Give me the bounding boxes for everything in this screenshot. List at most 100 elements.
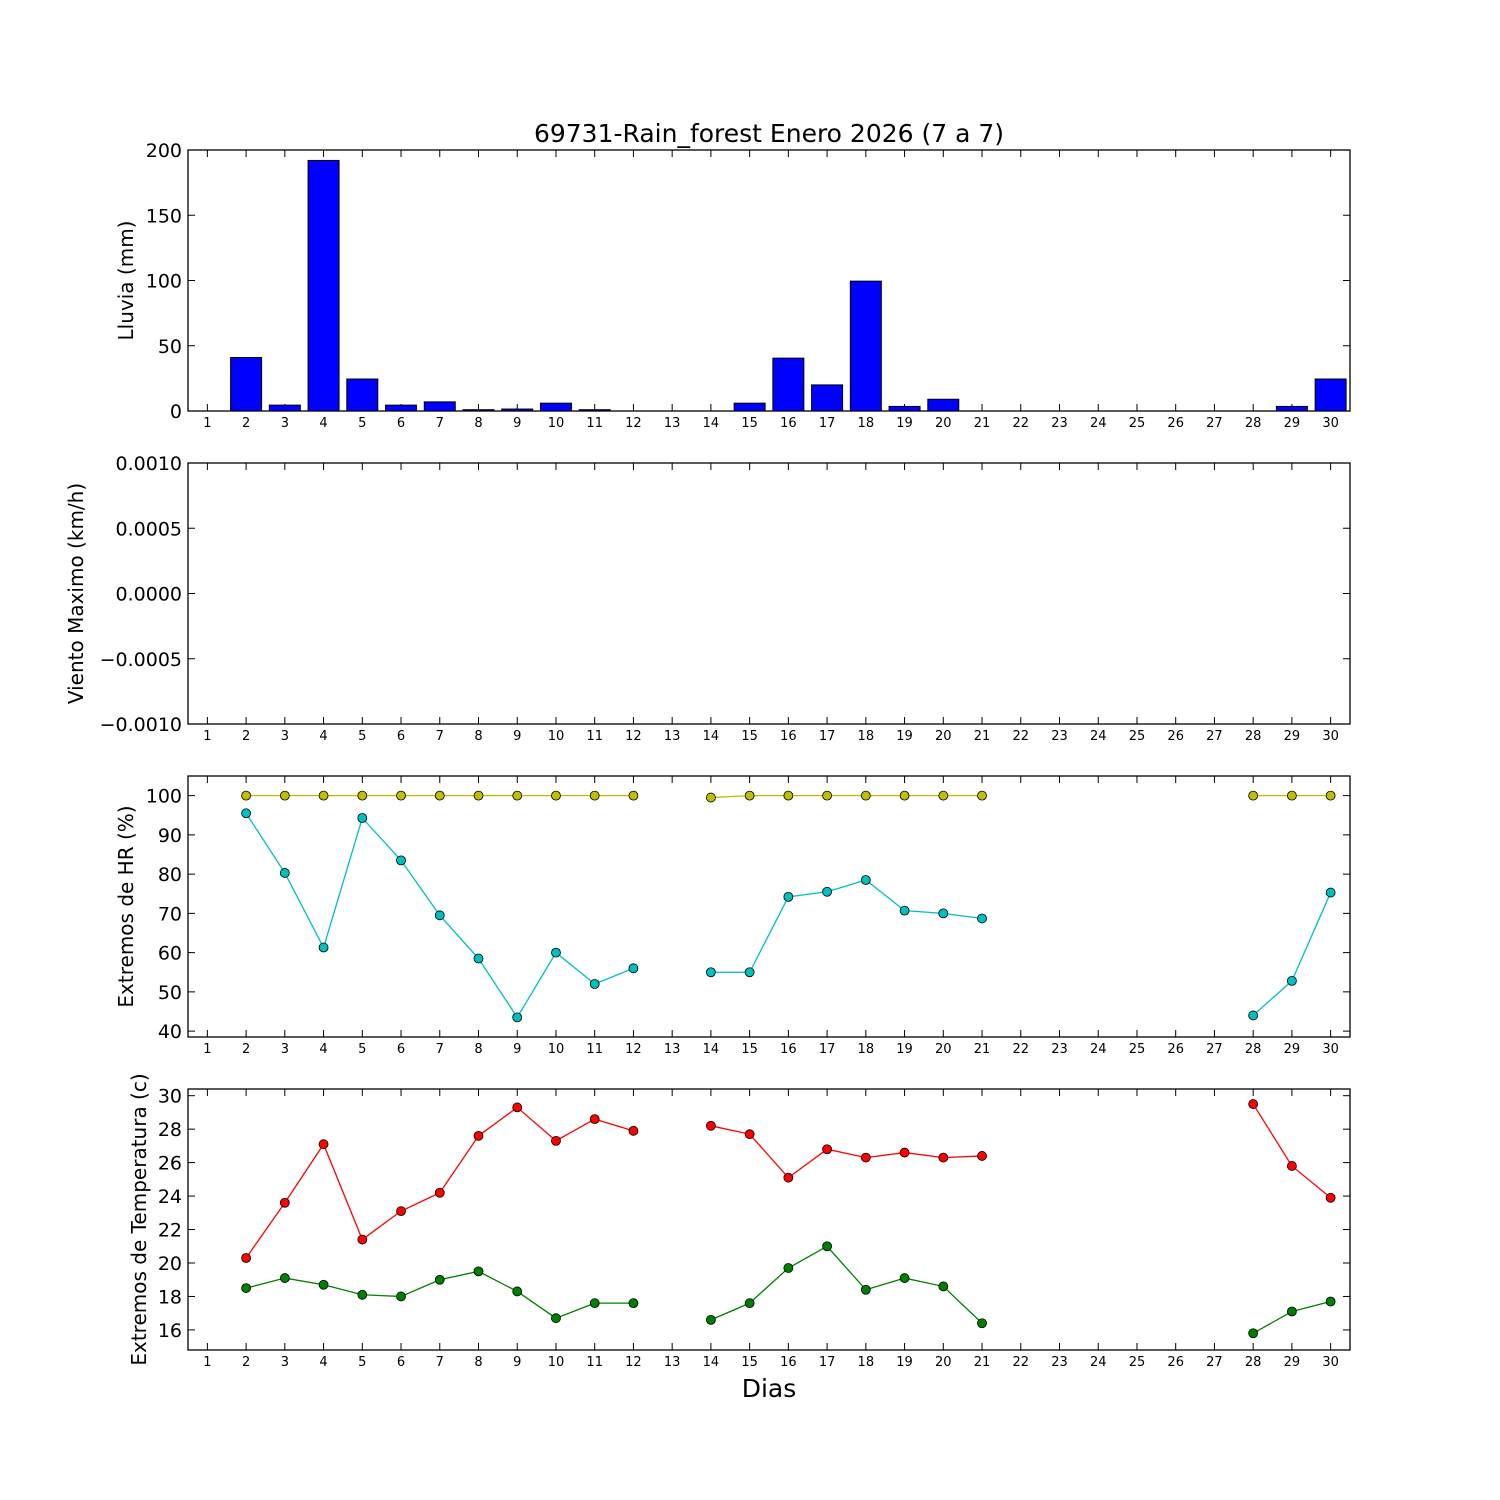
x-tick-label: 24: [1090, 1042, 1107, 1057]
series-1-point-day-29: [1287, 1161, 1297, 1171]
x-tick-label: 14: [703, 729, 720, 744]
x-tick-label: 29: [1284, 1042, 1301, 1057]
series-2-point-day-15: [744, 967, 755, 978]
x-tick-label: 11: [586, 1042, 603, 1057]
y-tick-label: 16: [158, 1320, 182, 1342]
series-2-point-day-4: [318, 1279, 329, 1290]
y-tick-label: 70: [158, 903, 182, 925]
x-tick-label: 8: [474, 729, 482, 744]
y-tick-label: 0.0005: [116, 518, 182, 540]
x-tick-label: 24: [1090, 1355, 1107, 1370]
rain-bar-day-15: [733, 402, 766, 412]
y-tick-label: −0.0010: [100, 714, 182, 736]
series-2-line: [1252, 892, 1332, 1016]
series-2-line: [1252, 1300, 1331, 1334]
series-1-point-day-2: [241, 790, 252, 801]
y-tick-label: 28: [158, 1119, 182, 1141]
series-2-point-day-16: [783, 1263, 794, 1273]
series-2-point-day-7: [434, 910, 445, 921]
x-tick-label: 19: [896, 1042, 913, 1057]
series-1-point-day-28: [1248, 790, 1259, 801]
x-tick-label: 28: [1245, 1042, 1262, 1057]
series-2-point-day-19: [899, 905, 910, 916]
x-tick-label: 30: [1322, 1355, 1339, 1370]
series-2-point-day-12: [628, 963, 639, 974]
x-tick-label: 25: [1129, 416, 1146, 431]
y-axis-label: Extremos de Temperatura (c): [127, 1073, 151, 1365]
x-tick-label: 6: [397, 1042, 405, 1057]
x-tick-label: 15: [741, 1355, 758, 1370]
x-tick-label: 4: [319, 1042, 327, 1057]
series-1-point-day-15: [744, 790, 755, 801]
x-tick-label: 12: [625, 1355, 642, 1370]
rain-bar-day-19: [888, 405, 921, 412]
series-1-point-day-5: [357, 790, 368, 801]
plot-frame: [187, 775, 1351, 1038]
x-tick-label: 1: [203, 729, 211, 744]
x-tick-label: 11: [586, 416, 603, 431]
x-tick-label: 28: [1245, 1355, 1262, 1370]
series-1-point-day-15: [744, 1129, 755, 1140]
series-2-point-day-8: [473, 1266, 484, 1277]
series-1-point-day-10: [551, 1135, 561, 1146]
x-tick-label: 7: [436, 416, 444, 431]
x-tick-label: 25: [1129, 1042, 1146, 1057]
series-2-line: [710, 879, 983, 973]
rain-bar-day-20: [927, 398, 960, 412]
x-tick-label: 3: [281, 1355, 289, 1370]
series-1-point-day-14: [706, 792, 716, 803]
x-tick-label: 1: [203, 1042, 211, 1057]
x-tick-label: 7: [436, 729, 444, 744]
x-tick-label: 29: [1284, 729, 1301, 744]
series-2-point-day-20: [938, 908, 949, 919]
y-tick-label: 40: [158, 1021, 182, 1043]
x-tick-label: 3: [281, 1042, 289, 1057]
y-tick-label: 150: [146, 205, 182, 227]
series-1-point-day-17: [822, 1144, 832, 1155]
x-tick-label: 26: [1167, 1355, 1184, 1370]
series-2-point-day-21: [977, 913, 987, 924]
x-tick-label: 7: [436, 1042, 444, 1057]
series-1-point-day-30: [1325, 790, 1336, 801]
x-tick-label: 27: [1206, 1042, 1223, 1057]
x-tick-label: 13: [664, 729, 681, 744]
series-1-point-day-8: [473, 790, 484, 801]
x-tick-label: 9: [513, 1042, 521, 1057]
series-2-point-day-29: [1287, 1306, 1297, 1317]
series-1-point-day-7: [434, 1187, 445, 1198]
x-tick-label: 13: [664, 1042, 681, 1057]
x-tick-label: 17: [819, 1355, 836, 1370]
series-1-point-day-12: [628, 790, 639, 801]
y-tick-label: 50: [158, 336, 182, 358]
chart-title: 69731-Rain_forest Enero 2026 (7 a 7): [534, 119, 1004, 148]
x-tick-label: 15: [741, 1042, 758, 1057]
series-1-point-day-6: [396, 790, 406, 801]
rain-bar-day-10: [539, 402, 572, 412]
series-1-point-day-10: [551, 790, 561, 801]
x-tick-label: 25: [1129, 729, 1146, 744]
x-tick-label: 25: [1129, 1355, 1146, 1370]
series-2-point-day-30: [1325, 887, 1336, 898]
x-tick-label: 22: [1012, 1042, 1029, 1057]
x-tick-label: 12: [625, 1042, 642, 1057]
y-tick-label: 20: [158, 1253, 182, 1275]
rain-bar-day-9: [501, 408, 534, 412]
series-1-point-day-21: [977, 790, 987, 801]
series-2-point-day-6: [396, 855, 406, 866]
series-1-point-day-3: [279, 1197, 290, 1208]
y-tick-label: 0: [170, 401, 182, 423]
series-2-point-day-10: [551, 1313, 561, 1324]
x-tick-label: 17: [819, 416, 836, 431]
series-1-line: [710, 1125, 983, 1179]
y-tick-label: 22: [158, 1220, 182, 1242]
x-tick-label: 13: [664, 1355, 681, 1370]
x-tick-label: 26: [1167, 416, 1184, 431]
series-1-point-day-11: [589, 1114, 600, 1125]
x-tick-label: 9: [513, 729, 521, 744]
rain-bar-day-5: [346, 378, 379, 412]
x-tick-label: 14: [703, 1355, 720, 1370]
series-2-point-day-28: [1248, 1328, 1259, 1339]
x-tick-label: 4: [319, 416, 327, 431]
